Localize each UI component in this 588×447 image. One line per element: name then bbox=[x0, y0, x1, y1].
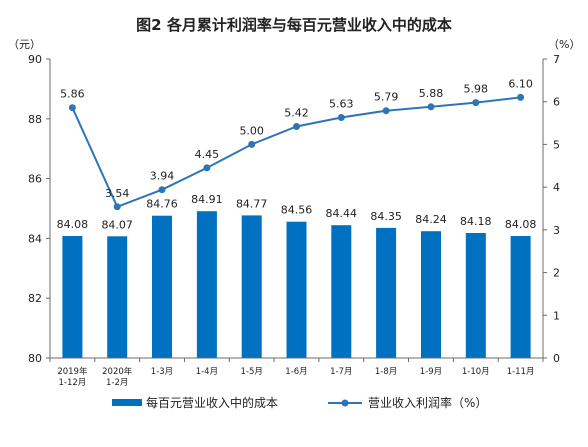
right-tick-label: 2 bbox=[553, 267, 560, 280]
category-label: 1-4月 bbox=[196, 367, 218, 377]
bar-value-label: 84.35 bbox=[370, 210, 402, 223]
line-value-label: 5.63 bbox=[329, 98, 354, 111]
left-tick-label: 88 bbox=[28, 113, 42, 126]
bar bbox=[62, 236, 83, 358]
right-axis-unit: （%） bbox=[548, 38, 580, 51]
line-point bbox=[248, 140, 256, 148]
line-series: 5.86 3.54 3.94 4.45 5.00 5.42 5.63 5.79 5.88 5.98… bbox=[60, 77, 533, 211]
bar-value-label: 84.24 bbox=[415, 213, 447, 226]
line-point bbox=[203, 164, 211, 172]
right-tick-label: 1 bbox=[553, 309, 560, 322]
category-label: 1-10月 bbox=[462, 367, 490, 377]
legend-bar-swatch bbox=[112, 399, 142, 406]
line-value-label: 5.88 bbox=[419, 87, 444, 100]
left-tick-label: 80 bbox=[28, 352, 42, 365]
line-value-label: 5.79 bbox=[374, 91, 399, 104]
left-tick-label: 84 bbox=[28, 232, 42, 245]
bar bbox=[107, 236, 128, 358]
bar bbox=[331, 225, 352, 358]
bar-value-label: 84.91 bbox=[191, 193, 223, 206]
right-tick-label: 7 bbox=[553, 53, 560, 66]
bar bbox=[376, 227, 397, 358]
bar bbox=[421, 231, 441, 358]
bar-value-label: 84.08 bbox=[57, 218, 89, 231]
line-point bbox=[158, 186, 166, 194]
bar bbox=[241, 215, 262, 358]
bar-value-label: 84.77 bbox=[236, 197, 268, 210]
bar bbox=[465, 233, 486, 358]
chart-title: 图2 各月累计利润率与每百元营业收入中的成本 bbox=[136, 16, 452, 34]
axes: 80 82 84 86 88 90 0 1 2 3 4 5 6 7 2019年 1-12月 2020年 1-2月 1… bbox=[28, 53, 560, 388]
line-point bbox=[113, 203, 121, 211]
line-point bbox=[337, 114, 345, 121]
line-value-label: 5.86 bbox=[60, 88, 85, 101]
bar bbox=[510, 236, 531, 358]
line-value-label: 5.98 bbox=[464, 83, 489, 96]
category-label: 1-3月 bbox=[151, 367, 173, 377]
bar bbox=[152, 215, 172, 358]
bar bbox=[196, 211, 217, 358]
bar-value-label: 84.56 bbox=[281, 204, 313, 217]
line-value-label: 3.54 bbox=[105, 187, 130, 200]
bar-value-label: 84.44 bbox=[326, 207, 358, 220]
right-tick-label: 5 bbox=[553, 138, 560, 151]
category-label: 1-7月 bbox=[330, 367, 352, 377]
bar-value-label: 84.08 bbox=[505, 218, 537, 231]
right-tick-label: 4 bbox=[553, 181, 560, 194]
left-tick-label: 82 bbox=[28, 292, 42, 305]
bar-value-label: 84.07 bbox=[101, 218, 133, 231]
bar-series: 84.08 84.07 84.76 84.91 84.77 84.56 84.44 84.35… bbox=[57, 193, 537, 358]
line-value-label: 4.45 bbox=[195, 148, 220, 161]
right-tick-label: 3 bbox=[553, 224, 560, 237]
category-label: 1-9月 bbox=[420, 367, 442, 377]
category-label: 2019年 1-12月 bbox=[57, 366, 88, 388]
line-value-label: 6.10 bbox=[508, 77, 533, 90]
right-tick-label: 0 bbox=[553, 352, 560, 365]
bar bbox=[286, 221, 307, 358]
category-label: 1-8月 bbox=[375, 367, 397, 377]
line-point bbox=[472, 99, 480, 107]
legend-bar-label: 每百元营业收入中的成本 bbox=[146, 395, 278, 410]
line-point bbox=[517, 93, 525, 101]
left-tick-label: 90 bbox=[28, 53, 42, 66]
line-point bbox=[293, 123, 300, 130]
line-value-label: 5.00 bbox=[239, 124, 264, 137]
line-value-label: 5.42 bbox=[284, 107, 309, 120]
line-point bbox=[427, 103, 435, 111]
category-label: 1-6月 bbox=[285, 367, 307, 377]
legend: 每百元营业收入中的成本 营业收入利润率（%） bbox=[112, 395, 487, 410]
bar-value-label: 84.18 bbox=[460, 215, 492, 228]
right-tick-label: 6 bbox=[553, 96, 560, 109]
line-point bbox=[68, 104, 76, 112]
left-axis-unit: （元） bbox=[8, 38, 41, 51]
legend-line-marker bbox=[341, 399, 349, 407]
legend-line-label: 营业收入利润率（%） bbox=[368, 395, 487, 410]
category-label: 2020年 1-2月 bbox=[102, 366, 133, 388]
category-label: 1-11月 bbox=[507, 367, 535, 377]
line-point bbox=[382, 107, 390, 115]
bar-value-label: 84.76 bbox=[146, 198, 178, 211]
left-tick-label: 86 bbox=[28, 173, 42, 186]
line-value-label: 3.94 bbox=[150, 170, 175, 183]
category-label: 1-5月 bbox=[241, 367, 263, 377]
